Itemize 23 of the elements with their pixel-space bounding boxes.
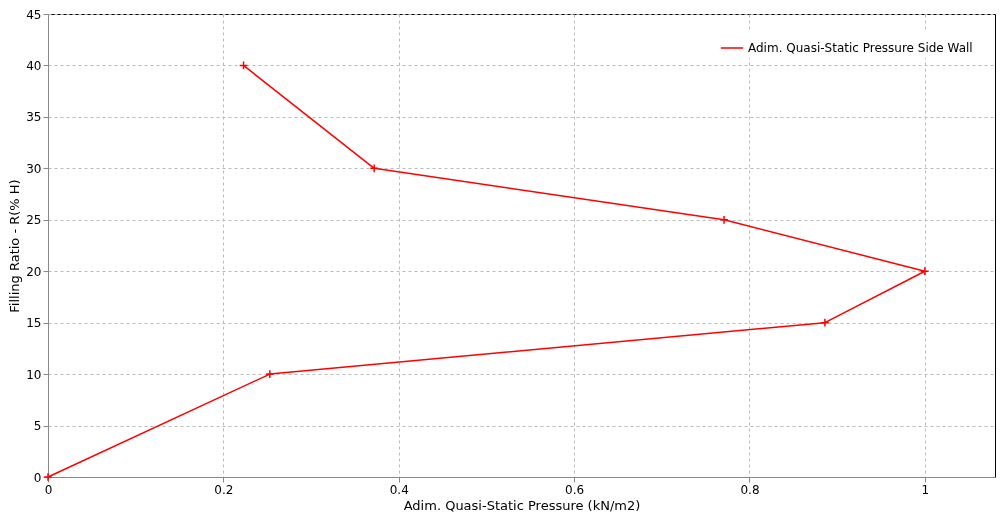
x-tick-label: 0.4 xyxy=(389,482,409,497)
legend-label: Adim. Quasi-Static Pressure Side Wall xyxy=(748,41,973,55)
x-tick-label: 1 xyxy=(921,482,930,497)
y-tick-label: 10 xyxy=(26,367,42,382)
x-tick-label: 0.2 xyxy=(214,482,234,497)
x-tick-label: 0.8 xyxy=(740,482,760,497)
point xyxy=(920,266,930,276)
y-tick-label: 20 xyxy=(26,264,42,279)
y-tick-label: 15 xyxy=(26,316,42,331)
point xyxy=(369,163,379,173)
y-axis-title: Filling Ratio - R(% H) xyxy=(7,179,23,313)
y-tick-label: 5 xyxy=(33,419,42,434)
y-tick-label: 45 xyxy=(26,7,42,22)
y-tick-label: 35 xyxy=(26,110,42,125)
point xyxy=(820,318,830,328)
point xyxy=(265,369,275,379)
y-tick-label: 40 xyxy=(26,58,42,73)
y-tick-label: 30 xyxy=(26,161,42,176)
y-tick-label: 0 xyxy=(33,470,42,485)
x-tick-label: 0 xyxy=(44,482,53,497)
y-tick-label: 25 xyxy=(26,213,42,228)
x-tick-label: 0.6 xyxy=(565,482,585,497)
x-axis-title: Adim. Quasi-Static Pressure (kN/m2) xyxy=(403,497,641,513)
